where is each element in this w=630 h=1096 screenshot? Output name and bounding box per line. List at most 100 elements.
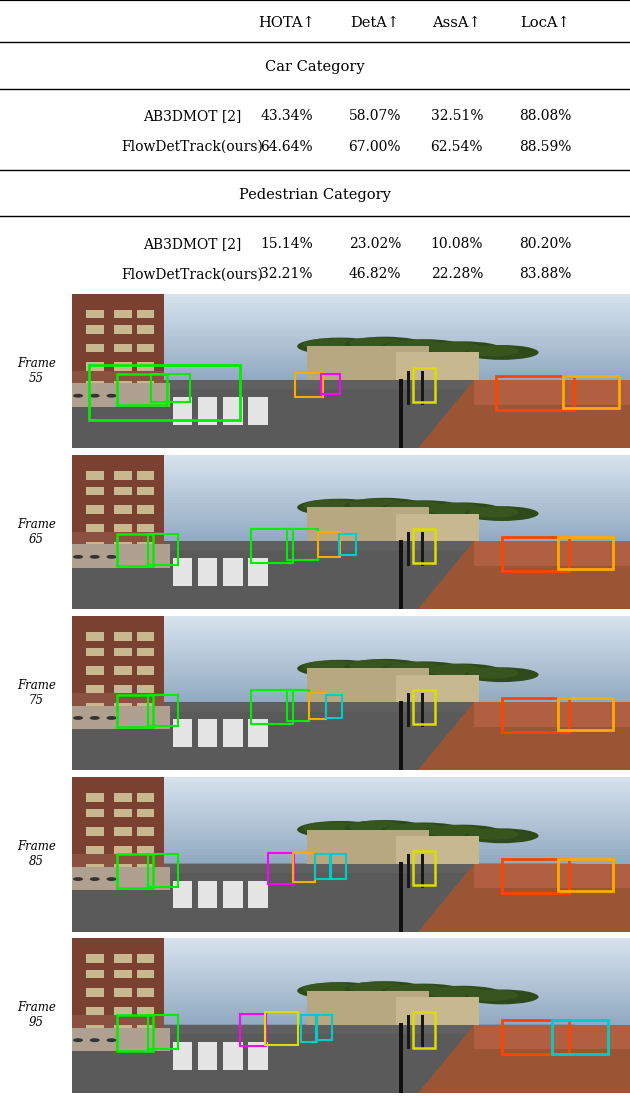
Bar [72,1021,630,1025]
Bar [86,666,104,675]
Bar [86,955,104,963]
Bar [223,397,243,425]
Text: Car Category: Car Category [265,60,365,73]
Text: AB3DMOT [2]: AB3DMOT [2] [143,237,241,251]
Ellipse shape [302,500,361,512]
Bar [72,1025,630,1028]
Bar [114,310,132,319]
Ellipse shape [381,339,467,356]
Ellipse shape [297,821,383,838]
Bar [72,666,630,670]
Bar [72,616,630,619]
Text: Frame
95: Frame 95 [17,1002,55,1029]
Bar [330,855,346,879]
Text: 46.82%: 46.82% [348,267,401,282]
Ellipse shape [302,822,361,834]
Bar [72,359,630,363]
Bar [114,632,132,641]
Bar [396,675,479,703]
Ellipse shape [89,716,100,720]
Text: HOTA↑: HOTA↑ [258,16,315,31]
Bar [114,809,132,818]
Polygon shape [72,541,630,550]
Bar [307,991,429,1025]
Bar [198,880,217,909]
Bar [114,846,132,855]
Bar [307,830,429,864]
Bar [137,632,154,641]
Bar [72,517,630,521]
Bar [72,496,630,500]
Bar [198,397,217,425]
Bar [72,678,630,682]
Bar [114,989,132,997]
Bar [72,476,630,479]
Bar [72,469,630,472]
Bar [72,616,164,724]
Bar [326,695,341,718]
Bar [72,491,630,493]
Bar [474,1025,630,1050]
Bar [321,374,340,395]
Bar [223,558,243,586]
Bar [72,997,630,1001]
Bar [72,628,630,631]
Bar [558,698,613,730]
Bar [72,365,630,368]
Bar [86,310,104,319]
Bar [72,831,630,834]
Bar [117,374,167,406]
Bar [137,970,154,979]
Text: FlowDetTrack(ours): FlowDetTrack(ours) [121,139,263,153]
Bar [72,852,630,855]
Bar [114,1026,132,1034]
Polygon shape [418,380,630,448]
Bar [72,938,630,941]
Bar [86,505,104,514]
Bar [72,353,630,356]
Ellipse shape [297,982,383,1000]
Polygon shape [72,864,630,932]
Bar [117,534,153,567]
Polygon shape [418,541,630,609]
Ellipse shape [423,341,503,357]
Bar [295,373,323,397]
Polygon shape [72,1025,630,1093]
Bar [72,971,630,974]
Bar [72,384,170,407]
Bar [72,952,630,956]
Bar [301,1015,317,1041]
Bar [223,880,243,909]
Text: 22.28%: 22.28% [430,267,483,282]
Bar [72,777,630,780]
Bar [72,479,630,482]
Bar [248,397,268,425]
Bar [72,860,630,864]
Bar [474,380,630,406]
Bar [137,666,154,675]
Ellipse shape [106,393,117,398]
Ellipse shape [427,986,481,998]
Bar [72,535,630,538]
Ellipse shape [89,1038,100,1042]
Bar [72,1004,630,1007]
Bar [421,1015,424,1050]
Bar [72,524,630,526]
Bar [72,646,630,649]
Bar [72,661,630,664]
Bar [72,512,630,515]
Bar [72,493,630,496]
Bar [72,694,164,724]
Text: 88.08%: 88.08% [518,110,571,123]
Bar [307,507,429,541]
Text: 15.14%: 15.14% [260,237,313,251]
Text: 32.51%: 32.51% [430,110,483,123]
Bar [552,1020,608,1054]
Bar [147,855,178,887]
Bar [421,693,424,728]
Bar [72,810,630,813]
Text: LocA↑: LocA↑ [520,16,570,31]
Bar [137,524,154,532]
Bar [86,632,104,641]
Bar [72,649,630,652]
